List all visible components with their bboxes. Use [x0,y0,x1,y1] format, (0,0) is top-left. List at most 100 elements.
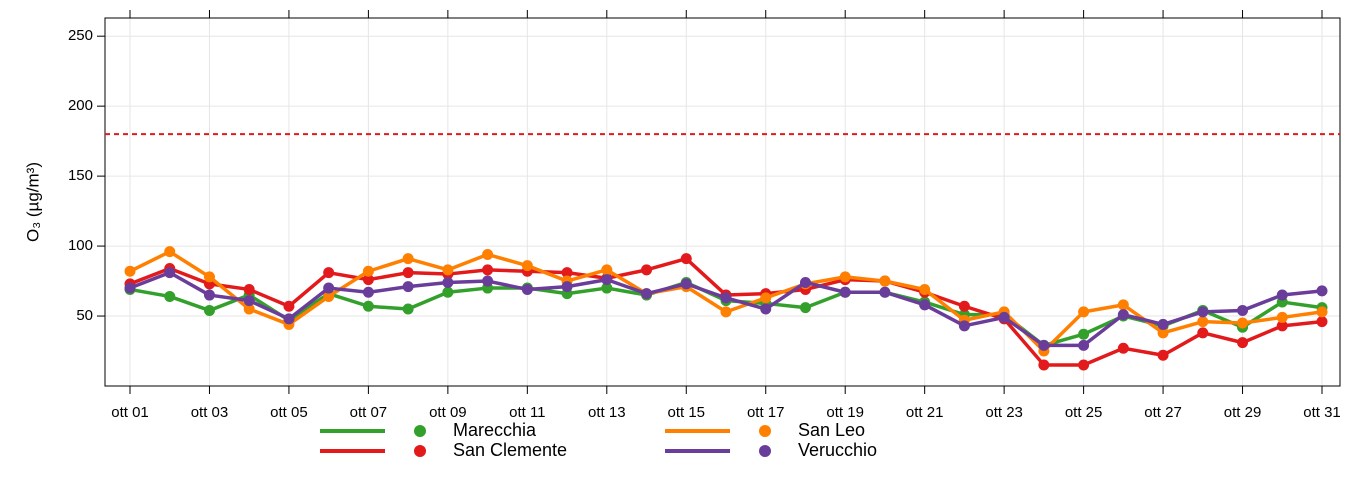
y-axis-label: O₃ (µg/m³) [23,162,42,242]
data-point [482,248,494,260]
data-point [760,292,772,304]
data-point [362,274,374,286]
data-point [1038,339,1050,351]
data-point [1237,337,1249,349]
y-tick-label: 150 [68,167,93,184]
data-point [482,275,494,287]
data-point [323,267,335,279]
data-point [1316,306,1328,318]
legend-label: Verucchio [798,440,877,460]
y-tick-label: 50 [76,307,93,324]
data-point [243,303,255,315]
data-point [720,292,732,304]
data-point [402,281,414,293]
y-tick-label: 250 [68,27,93,44]
data-point [720,306,732,318]
data-point [442,286,454,298]
data-point [402,303,414,315]
legend-marker [759,425,771,437]
x-tick-label: ott 01 [111,404,149,421]
x-tick-label: ott 03 [191,404,229,421]
data-point [1197,306,1209,318]
x-tick-label: ott 05 [270,404,308,421]
legend-marker [414,445,426,457]
data-point [402,253,414,265]
data-point [283,313,295,325]
data-point [164,267,176,279]
data-point [362,286,374,298]
data-point [1078,328,1090,340]
x-tick-label: ott 29 [1224,404,1262,421]
data-point [1316,285,1328,297]
data-point [124,282,136,294]
data-point [561,281,573,293]
data-point [1237,304,1249,316]
data-point [243,283,255,295]
data-point [839,271,851,283]
data-point [1117,299,1129,311]
x-tick-label: ott 23 [985,404,1023,421]
data-point [601,264,613,276]
data-point [641,264,653,276]
data-point [521,283,533,295]
legend-marker [759,445,771,457]
x-tick-label: ott 31 [1303,404,1341,421]
data-point [442,276,454,288]
data-point [1078,339,1090,351]
y-tick-label: 200 [68,97,93,114]
data-point [1157,318,1169,330]
x-tick-label: ott 09 [429,404,467,421]
x-tick-label: ott 11 [509,404,545,421]
data-point [1276,311,1288,323]
data-point [124,265,136,277]
data-point [1117,309,1129,321]
data-point [1157,327,1169,339]
data-point [362,300,374,312]
data-point [1276,289,1288,301]
data-point [1316,316,1328,328]
data-point [680,253,692,265]
data-point [243,295,255,307]
data-point [641,288,653,300]
data-point [760,303,772,315]
data-point [1276,320,1288,332]
data-point [521,260,533,272]
x-tick-label: ott 19 [826,404,864,421]
data-point [1117,342,1129,354]
data-point [958,320,970,332]
plot-frame [104,17,1341,387]
data-point [1197,327,1209,339]
data-point [601,282,613,294]
data-point [839,286,851,298]
data-point [998,311,1010,323]
data-point [402,267,414,279]
data-point [919,299,931,311]
data-point [1078,359,1090,371]
legend-label: San Leo [798,420,865,440]
data-point [323,282,335,294]
data-point [799,276,811,288]
data-point [203,304,215,316]
data-point [799,302,811,314]
x-tick-label: ott 27 [1144,404,1182,421]
data-point [482,264,494,276]
data-point [164,246,176,258]
data-point [879,275,891,287]
x-tick-label: ott 15 [668,404,706,421]
data-point [362,265,374,277]
x-tick-label: ott 17 [747,404,785,421]
data-point [680,278,692,290]
x-tick-label: ott 13 [588,404,626,421]
legend-marker [414,425,426,437]
data-point [1237,317,1249,329]
data-point [164,290,176,302]
data-point [919,283,931,295]
data-point [203,271,215,283]
data-point [442,264,454,276]
data-point [1078,306,1090,318]
data-point [958,300,970,312]
data-point [323,290,335,302]
data-point [1038,359,1050,371]
y-tick-label: 100 [68,237,93,254]
